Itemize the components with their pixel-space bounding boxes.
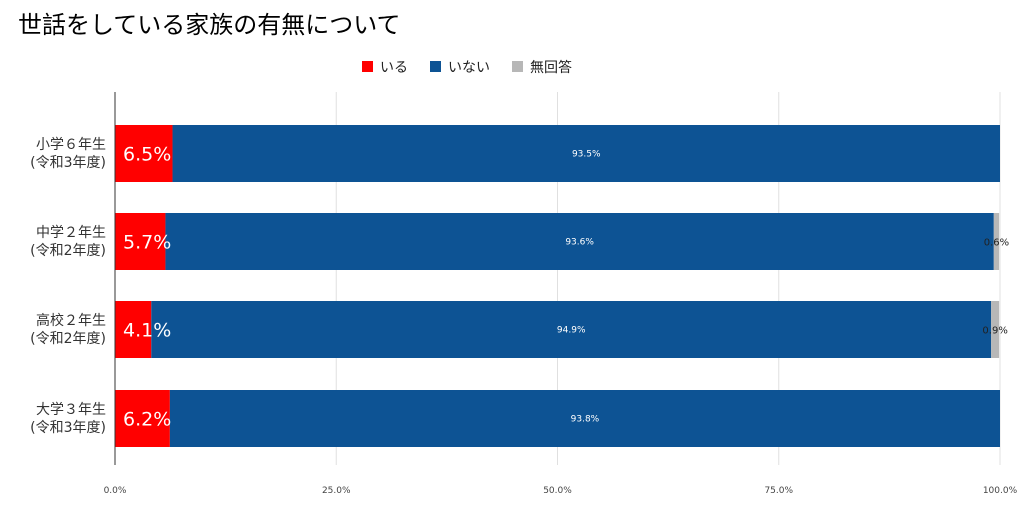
bar-segment-0 [115,125,173,182]
bar-segment-2 [993,213,1000,270]
x-tick-label: 50.0% [543,486,572,496]
bars: 6.5% 93.5% 5.7% 93.6% 0.6% 4.1% 94.9% 0.9% 6.2% 9… [115,125,1009,447]
data-label: 5.7% [123,232,171,254]
bar-segment-2 [991,301,1000,358]
category-label: 中学２年生 [36,225,106,241]
bar-segment-0 [115,390,170,447]
category-label-sub: (令和3年度) [30,420,106,436]
data-label: 94.9% [557,326,586,336]
bar-segment-1 [169,390,1000,447]
category-label: 高校２年生 [36,312,106,329]
legend: いる いない 無回答 [362,59,572,76]
bar-segment-1 [151,301,992,358]
bar-segment-1 [172,125,1000,182]
x-tick-label: 75.0% [764,486,793,496]
data-label: 0.6% [984,238,1009,249]
category-label-sub: (令和2年度) [30,243,106,259]
bar-segment-0 [115,213,166,270]
bar-segment-0 [115,301,152,358]
data-label: 93.6% [565,238,594,248]
legend-swatch [362,61,373,72]
x-tick-label: 0.0% [104,486,127,496]
data-label: 0.9% [982,326,1007,337]
x-tick-labels: 0.0% 25.0% 50.0% 75.0% 100.0% [104,486,1018,496]
data-label: 93.5% [572,150,601,160]
x-tick-label: 25.0% [322,486,351,496]
data-label: 6.2% [123,409,171,431]
legend-label: 無回答 [530,59,572,76]
data-label: 6.5% [123,144,171,166]
legend-swatch [512,61,523,72]
legend-label: いる [380,60,408,76]
category-label-sub: (令和3年度) [30,155,106,171]
category-label: 大学３年生 [36,402,106,418]
x-tick-label: 100.0% [983,486,1018,496]
chart-title: 世話をしている家族の有無について [18,11,401,39]
category-labels: 小学６年生 (令和3年度) 中学２年生 (令和2年度) 高校２年生 (令和2年度) 大学３年… [30,137,106,436]
category-label: 小学６年生 [36,137,106,153]
data-label: 93.8% [571,415,600,425]
data-label: 4.1% [123,320,171,342]
category-label-sub: (令和2年度) [30,331,106,347]
legend-label: いない [448,60,490,76]
legend-swatch [430,61,441,72]
bar-segment-1 [165,213,994,270]
